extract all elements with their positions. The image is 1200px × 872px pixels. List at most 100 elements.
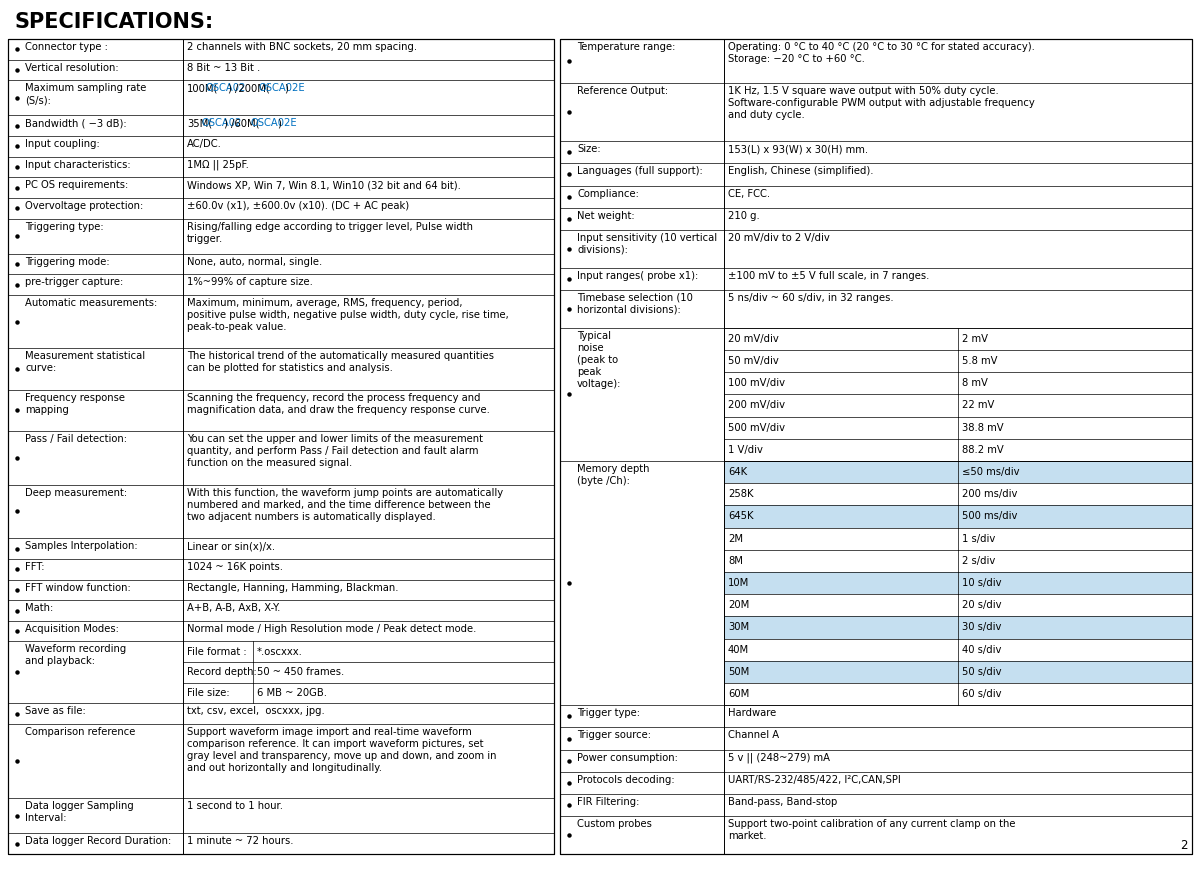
Text: Custom probes: Custom probes xyxy=(577,820,652,829)
Text: OSCA02: OSCA02 xyxy=(205,83,246,93)
Text: Math:: Math: xyxy=(25,603,53,613)
Text: Normal mode / High Resolution mode / Peak detect mode.: Normal mode / High Resolution mode / Pea… xyxy=(187,623,476,634)
Text: 50 mV/div: 50 mV/div xyxy=(728,356,779,366)
Text: English, Chinese (simplified).: English, Chinese (simplified). xyxy=(728,167,874,176)
Text: FFT:: FFT: xyxy=(25,562,44,572)
Text: UART/RS-232/485/422, I²C,CAN,SPI: UART/RS-232/485/422, I²C,CAN,SPI xyxy=(728,775,901,785)
Text: 2 channels with BNC sockets, 20 mm spacing.: 2 channels with BNC sockets, 20 mm spaci… xyxy=(187,42,418,52)
Text: Save as file:: Save as file: xyxy=(25,706,85,717)
Text: Protocols decoding:: Protocols decoding: xyxy=(577,775,674,785)
Text: 2: 2 xyxy=(1181,839,1188,852)
Text: 1 minute ~ 72 hours.: 1 minute ~ 72 hours. xyxy=(187,836,294,847)
Text: 210 g.: 210 g. xyxy=(728,211,760,221)
Text: OSCA02E: OSCA02E xyxy=(258,83,305,93)
Text: Windows XP, Win 7, Win 8.1, Win10 (32 bit and 64 bit).: Windows XP, Win 7, Win 8.1, Win10 (32 bi… xyxy=(187,181,461,190)
Text: 5.8 mV: 5.8 mV xyxy=(962,356,997,366)
Text: ≤50 ms/div: ≤50 ms/div xyxy=(962,467,1020,477)
Text: Rising/falling edge according to trigger level, Pulse width
trigger.: Rising/falling edge according to trigger… xyxy=(187,221,473,243)
Bar xyxy=(724,506,1192,528)
Text: 20 s/div: 20 s/div xyxy=(962,600,1002,610)
Text: Maximum, minimum, average, RMS, frequency, period,
positive pulse width, negativ: Maximum, minimum, average, RMS, frequenc… xyxy=(187,298,509,332)
Text: 38.8 mV: 38.8 mV xyxy=(962,423,1003,433)
Text: Samples Interpolation:: Samples Interpolation: xyxy=(25,542,138,551)
Text: 22 mV: 22 mV xyxy=(962,400,995,411)
Text: 5 v || (248~279) mA: 5 v || (248~279) mA xyxy=(728,753,830,763)
Text: 1 s/div: 1 s/div xyxy=(962,534,995,543)
Text: Deep measurement:: Deep measurement: xyxy=(25,487,127,498)
Text: 1MΩ || 25pF.: 1MΩ || 25pF. xyxy=(187,160,248,170)
Text: Scanning the frequency, record the process frequency and
magnification data, and: Scanning the frequency, record the proce… xyxy=(187,392,490,415)
Text: Timebase selection (10
horizontal divisions):: Timebase selection (10 horizontal divisi… xyxy=(577,293,692,315)
Text: 8 Bit ~ 13 Bit .: 8 Bit ~ 13 Bit . xyxy=(187,63,260,72)
Text: FFT window function:: FFT window function: xyxy=(25,582,131,593)
Bar xyxy=(724,661,1192,683)
Text: Maximum sampling rate
(S/s):: Maximum sampling rate (S/s): xyxy=(25,83,146,106)
Text: Languages (full support):: Languages (full support): xyxy=(577,167,703,176)
Text: Typical
noise
(peak to
peak
voltage):: Typical noise (peak to peak voltage): xyxy=(577,330,622,389)
Text: 64K: 64K xyxy=(728,467,748,477)
Text: 20 mV/div: 20 mV/div xyxy=(728,334,779,344)
Text: 200 ms/div: 200 ms/div xyxy=(962,489,1018,500)
Text: Input characteristics:: Input characteristics: xyxy=(25,160,131,170)
Bar xyxy=(724,638,1192,661)
Text: ±100 mV to ±5 V full scale, in 7 ranges.: ±100 mV to ±5 V full scale, in 7 ranges. xyxy=(728,270,929,281)
Text: Acquisition Modes:: Acquisition Modes: xyxy=(25,623,119,634)
Bar xyxy=(724,549,1192,572)
Text: 5 ns/div ~ 60 s/div, in 32 ranges.: 5 ns/div ~ 60 s/div, in 32 ranges. xyxy=(728,293,894,303)
Text: Input coupling:: Input coupling: xyxy=(25,139,100,149)
Text: Support two-point calibration of any current clamp on the
market.: Support two-point calibration of any cur… xyxy=(728,820,1015,841)
Text: CE, FCC.: CE, FCC. xyxy=(728,188,770,199)
Text: 2 mV: 2 mV xyxy=(962,334,988,344)
Text: 2M: 2M xyxy=(728,534,743,543)
Text: Trigger type:: Trigger type: xyxy=(577,708,640,719)
Text: Input ranges( probe x1):: Input ranges( probe x1): xyxy=(577,270,698,281)
Text: Compliance:: Compliance: xyxy=(577,188,638,199)
Text: Overvoltage protection:: Overvoltage protection: xyxy=(25,201,143,211)
Text: Power consumption:: Power consumption: xyxy=(577,753,678,763)
Text: 100 mV/div: 100 mV/div xyxy=(728,378,785,388)
Text: Hardware: Hardware xyxy=(728,708,776,719)
Bar xyxy=(724,572,1192,594)
Bar xyxy=(724,683,1192,705)
Text: Record depth:: Record depth: xyxy=(187,667,257,678)
Text: Channel A: Channel A xyxy=(728,731,779,740)
Text: File size:: File size: xyxy=(187,688,229,698)
Bar xyxy=(560,39,1192,854)
Text: 6 MB ~ 20GB.: 6 MB ~ 20GB. xyxy=(257,688,326,698)
Text: A+B, A-B, AxB, X-Y.: A+B, A-B, AxB, X-Y. xyxy=(187,603,281,613)
Text: Net weight:: Net weight: xyxy=(577,211,635,221)
Text: Memory depth
(byte /Ch):: Memory depth (byte /Ch): xyxy=(577,464,649,486)
Text: 8 mV: 8 mV xyxy=(962,378,988,388)
Text: 50M: 50M xyxy=(728,667,749,677)
Text: 50 ~ 450 frames.: 50 ~ 450 frames. xyxy=(257,667,344,678)
Text: 1024 ~ 16K points.: 1024 ~ 16K points. xyxy=(187,562,283,572)
Text: 100M(: 100M( xyxy=(187,83,218,93)
Text: 40M: 40M xyxy=(728,644,749,655)
Text: File format :: File format : xyxy=(187,647,247,657)
Text: 500 mV/div: 500 mV/div xyxy=(728,423,785,433)
Text: 35M(: 35M( xyxy=(187,119,212,128)
Text: Triggering mode:: Triggering mode: xyxy=(25,256,109,267)
Text: 40 s/div: 40 s/div xyxy=(962,644,1001,655)
Text: ): ) xyxy=(284,83,288,93)
Text: 258K: 258K xyxy=(728,489,754,500)
Text: PC OS requirements:: PC OS requirements: xyxy=(25,181,128,190)
Text: OSCA02E: OSCA02E xyxy=(251,119,298,128)
Text: FIR Filtering:: FIR Filtering: xyxy=(577,797,640,807)
Text: 2 s/div: 2 s/div xyxy=(962,555,995,566)
Text: Data logger Sampling
Interval:: Data logger Sampling Interval: xyxy=(25,801,133,823)
Text: 1 V/div: 1 V/div xyxy=(728,445,763,455)
Text: 50 s/div: 50 s/div xyxy=(962,667,1002,677)
Text: The historical trend of the automatically measured quantities
can be plotted for: The historical trend of the automaticall… xyxy=(187,351,494,373)
Text: Frequency response
mapping: Frequency response mapping xyxy=(25,392,125,415)
Text: Connector type :: Connector type : xyxy=(25,42,108,52)
Text: 645K: 645K xyxy=(728,512,754,521)
Text: 1%~99% of capture size.: 1%~99% of capture size. xyxy=(187,277,313,287)
Text: OSCA02: OSCA02 xyxy=(202,119,242,128)
Text: Bandwidth ( −3 dB):: Bandwidth ( −3 dB): xyxy=(25,119,127,128)
Text: Measurement statistical
curve:: Measurement statistical curve: xyxy=(25,351,145,373)
Bar xyxy=(724,594,1192,617)
Text: Waveform recording
and playback:: Waveform recording and playback: xyxy=(25,644,126,666)
Text: Vertical resolution:: Vertical resolution: xyxy=(25,63,119,72)
Bar xyxy=(724,461,1192,483)
